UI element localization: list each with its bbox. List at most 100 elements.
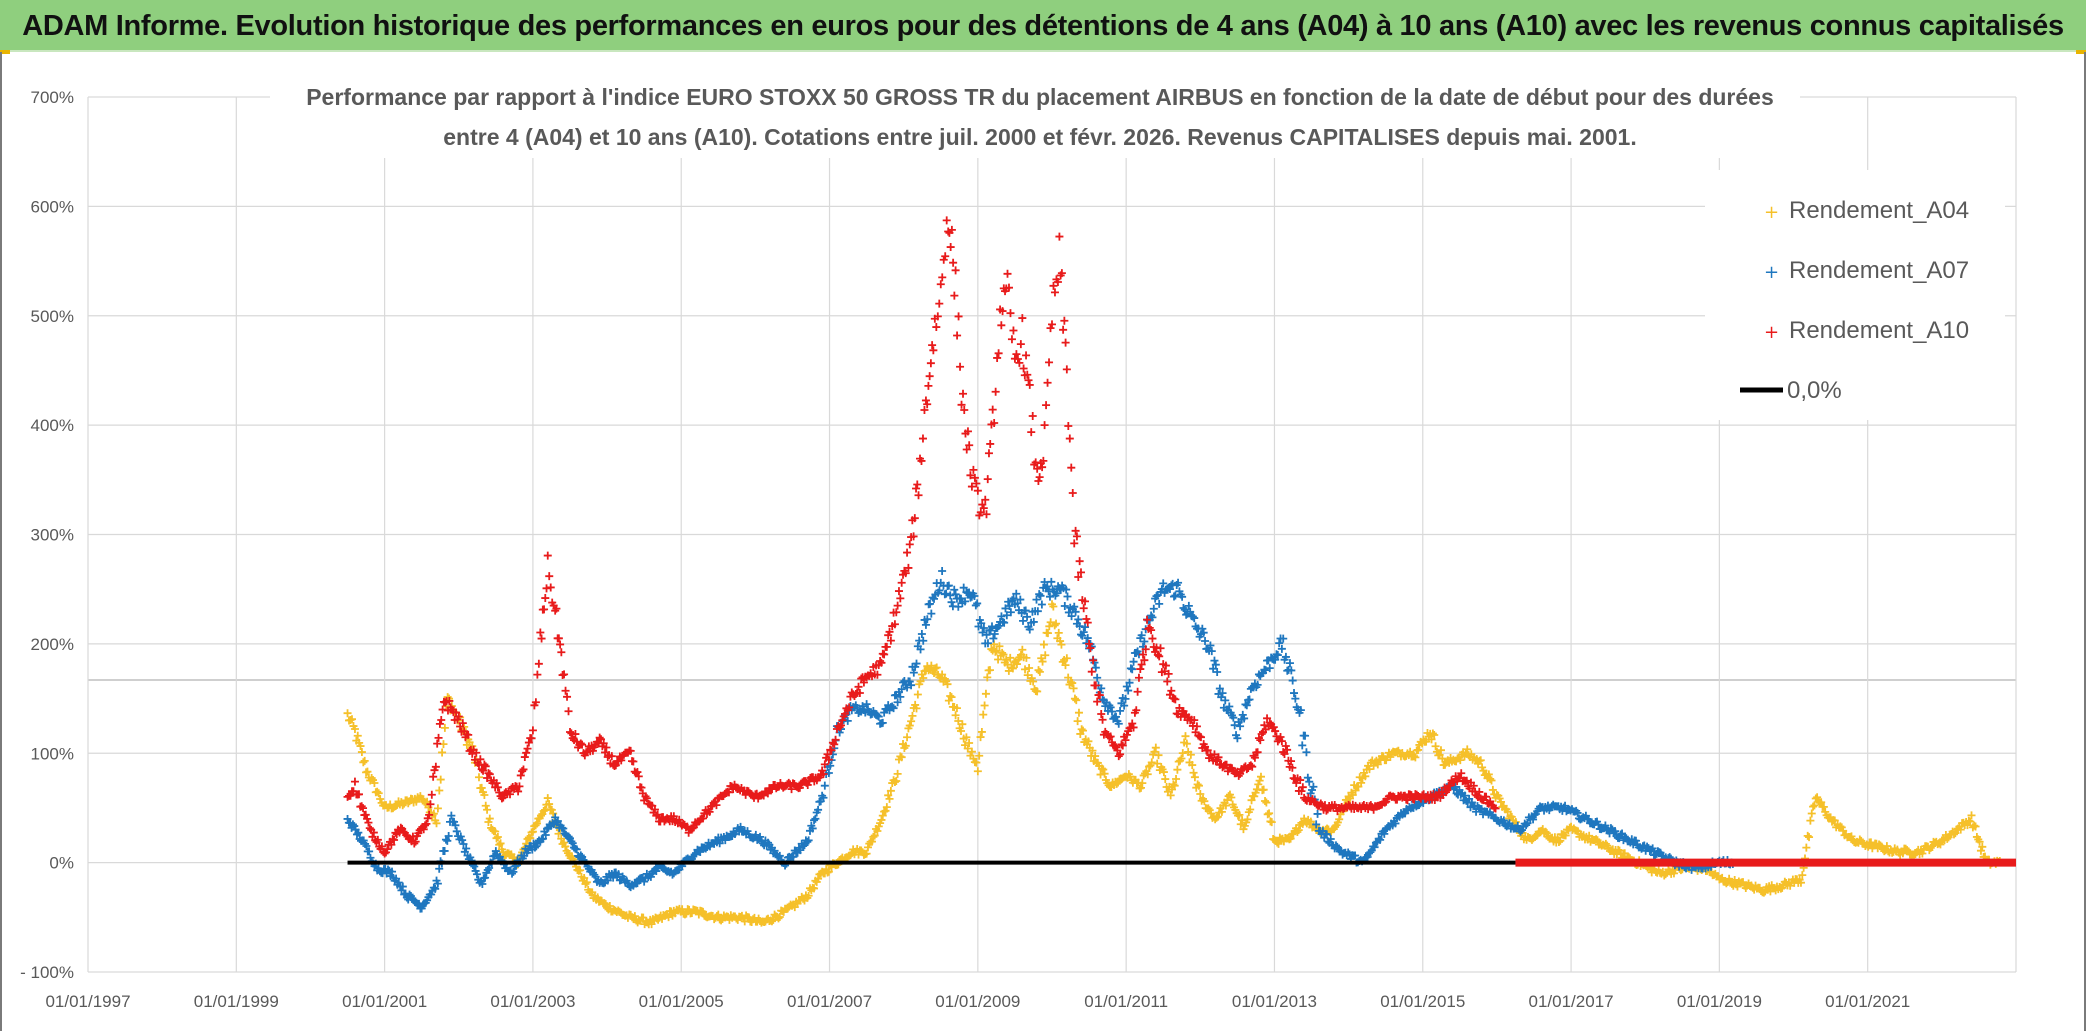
data-point xyxy=(1012,350,1021,359)
data-point xyxy=(1085,639,1094,648)
data-point xyxy=(1181,732,1190,741)
data-point xyxy=(1438,754,1447,763)
data-point xyxy=(445,696,454,705)
data-point xyxy=(1406,747,1415,756)
data-point xyxy=(537,811,546,820)
data-point xyxy=(1556,836,1565,845)
data-point xyxy=(1088,746,1097,755)
data-point xyxy=(1296,706,1305,715)
data-point xyxy=(1180,605,1189,614)
data-point xyxy=(1034,477,1043,486)
data-point xyxy=(397,886,406,895)
data-point xyxy=(1243,815,1252,824)
data-point xyxy=(1043,378,1052,387)
data-point xyxy=(1134,673,1143,682)
data-point xyxy=(1209,664,1218,673)
data-point xyxy=(1137,631,1146,640)
data-point xyxy=(1297,787,1306,796)
data-point xyxy=(1125,678,1134,687)
data-point xyxy=(1057,269,1066,278)
data-point xyxy=(838,716,847,725)
data-point xyxy=(1233,734,1242,743)
data-point xyxy=(633,768,642,777)
data-point xyxy=(938,670,947,679)
data-point xyxy=(1178,592,1187,601)
data-point xyxy=(1296,776,1305,785)
data-point xyxy=(1070,694,1079,703)
data-point xyxy=(870,831,879,840)
data-point xyxy=(717,916,726,925)
data-point xyxy=(1436,746,1445,755)
data-point xyxy=(986,439,995,448)
data-point xyxy=(1177,754,1186,763)
data-point xyxy=(908,711,917,720)
data-point xyxy=(1217,693,1226,702)
data-point xyxy=(919,636,928,645)
data-point xyxy=(929,346,938,355)
data-point xyxy=(1052,589,1061,598)
data-point xyxy=(1063,592,1072,601)
data-point xyxy=(365,824,374,833)
data-point xyxy=(1023,671,1032,680)
data-point xyxy=(767,917,776,926)
data-point xyxy=(1070,602,1079,611)
data-point xyxy=(1070,539,1079,548)
data-point xyxy=(1457,769,1466,778)
data-point xyxy=(1211,660,1220,669)
data-point xyxy=(601,748,610,757)
data-point xyxy=(1971,822,1980,831)
data-point xyxy=(1074,572,1083,581)
data-point xyxy=(1256,736,1265,745)
data-point xyxy=(1164,669,1173,678)
data-point xyxy=(854,682,863,691)
data-point xyxy=(1271,655,1280,664)
data-point xyxy=(1100,769,1109,778)
data-point xyxy=(1122,730,1131,739)
data-point xyxy=(1120,701,1129,710)
data-point xyxy=(862,849,871,858)
data-point xyxy=(1188,612,1197,621)
data-point xyxy=(1196,733,1205,742)
data-point xyxy=(859,678,868,687)
data-point xyxy=(1067,463,1076,472)
data-point xyxy=(1305,777,1314,786)
data-point xyxy=(1009,594,1018,603)
data-point xyxy=(1019,364,1028,373)
data-point xyxy=(363,814,372,823)
data-point xyxy=(993,353,1002,362)
data-point xyxy=(912,704,921,713)
data-point xyxy=(981,495,990,504)
data-point xyxy=(520,753,529,762)
data-point xyxy=(1287,757,1296,766)
data-point xyxy=(543,551,552,560)
data-point xyxy=(364,818,373,827)
data-point xyxy=(950,291,959,300)
data-point xyxy=(362,842,371,851)
data-point xyxy=(496,839,505,848)
data-point xyxy=(1057,640,1066,649)
data-point xyxy=(554,634,563,643)
data-point xyxy=(1072,696,1081,705)
data-point xyxy=(559,838,568,847)
data-point xyxy=(1443,786,1452,795)
data-point xyxy=(605,901,614,910)
data-point xyxy=(531,698,540,707)
data-point xyxy=(1291,694,1300,703)
data-point xyxy=(495,788,504,797)
data-point xyxy=(1273,838,1282,847)
data-point xyxy=(699,814,708,823)
data-point xyxy=(431,762,440,771)
data-point xyxy=(1486,774,1495,783)
data-point xyxy=(795,783,804,792)
data-point xyxy=(401,889,410,898)
data-point xyxy=(1050,621,1059,630)
data-point xyxy=(845,703,854,712)
data-point xyxy=(1322,830,1331,839)
data-point xyxy=(1802,843,1811,852)
data-point xyxy=(789,852,798,861)
data-point xyxy=(1584,815,1593,824)
data-point xyxy=(1004,597,1013,606)
data-point xyxy=(576,851,585,860)
data-point xyxy=(873,670,882,679)
data-point xyxy=(1594,820,1603,829)
